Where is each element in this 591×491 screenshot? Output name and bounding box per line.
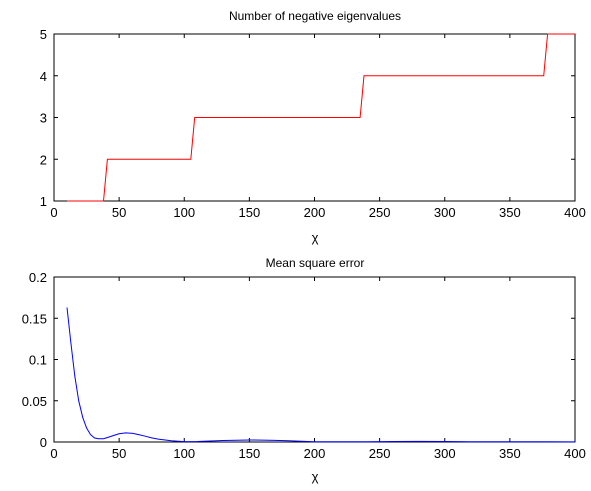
series-line — [66, 307, 576, 443]
chart-title: Number of negative eigenvalues — [229, 9, 401, 23]
x-tick-label: 350 — [499, 205, 521, 220]
y-tick-label: 5 — [40, 27, 47, 42]
x-tick-label: 100 — [173, 205, 195, 220]
chart-title: Mean square error — [266, 256, 365, 270]
x-tick-label: 350 — [499, 446, 521, 461]
y-tick-label: 0.2 — [29, 270, 47, 285]
x-tick-label: 150 — [239, 446, 261, 461]
x-tick-label: 400 — [564, 205, 586, 220]
y-tick-label: 1 — [40, 194, 47, 209]
y-tick-label: 0.1 — [29, 353, 47, 368]
x-tick-label: 150 — [239, 205, 261, 220]
x-tick-label: 300 — [434, 446, 456, 461]
series-line — [67, 33, 575, 202]
plot-frame — [53, 276, 576, 443]
x-tick-label: 250 — [369, 446, 391, 461]
x-tick-label: 400 — [564, 446, 586, 461]
y-tick-label: 3 — [40, 111, 47, 126]
y-tick-label: 4 — [40, 69, 47, 84]
y-tick-label: 0.05 — [22, 394, 47, 409]
x-axis-label: χ — [312, 230, 319, 245]
mse-chart: Mean square error χ 0 50 100 150 200 250 300 35… — [22, 256, 586, 484]
x-axis-label: χ — [312, 469, 319, 484]
x-tick-label: 250 — [369, 205, 391, 220]
x-tick-label: 50 — [112, 205, 126, 220]
y-tick-label: 2 — [40, 152, 47, 167]
x-tick-label: 0 — [50, 446, 57, 461]
x-tick-label: 50 — [112, 446, 126, 461]
eigenvalues-chart: Number of negative eigenvalues χ 0 50 100 1… — [40, 9, 586, 245]
x-tick-label: 300 — [434, 205, 456, 220]
x-tick-label: 200 — [304, 205, 326, 220]
x-tick-label: 100 — [173, 446, 195, 461]
y-tick-label: 0.15 — [22, 311, 47, 326]
y-tick-label: 0 — [40, 435, 47, 450]
x-tick-label: 200 — [304, 446, 326, 461]
x-tick-label: 0 — [50, 205, 57, 220]
